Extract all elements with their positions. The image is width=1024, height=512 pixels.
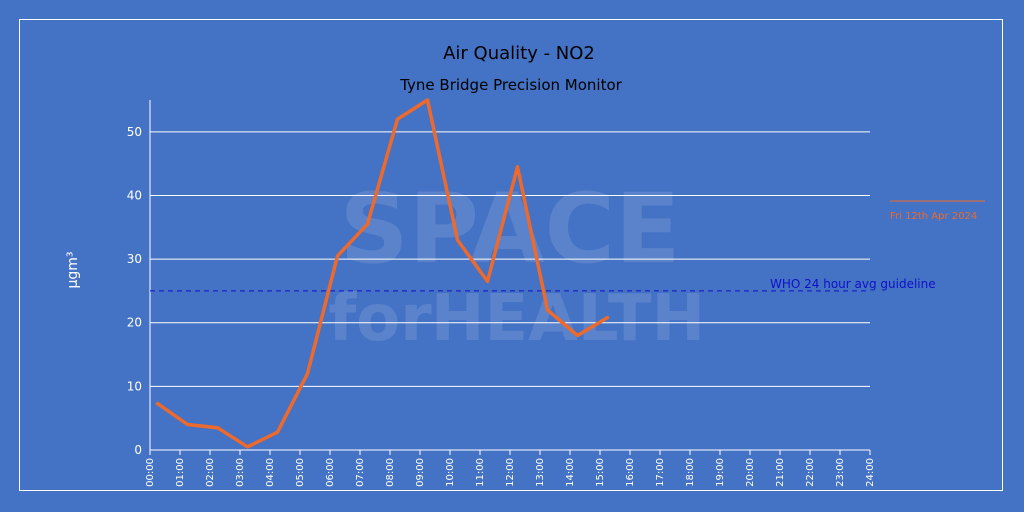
x-tick-label: 18:00	[685, 458, 696, 487]
x-tick-label: 13:00	[535, 458, 546, 487]
y-axis-label: µgm³	[65, 251, 81, 288]
x-tick-label: 15:00	[595, 458, 606, 487]
x-tick-label: 05:00	[295, 458, 306, 487]
x-tick-label: 00:00	[145, 458, 156, 487]
x-tick-label: 21:00	[775, 458, 786, 487]
x-tick-label: 17:00	[655, 458, 666, 487]
series-group	[155, 98, 610, 449]
y-tick-label: 20	[127, 316, 142, 330]
data-point	[246, 445, 249, 449]
y-tick-label: 40	[127, 188, 142, 202]
x-tick-label: 04:00	[265, 458, 276, 487]
data-point	[396, 117, 399, 121]
axes	[149, 100, 871, 455]
data-point	[216, 426, 219, 430]
x-tick-label: 19:00	[715, 458, 726, 487]
y-tick-labels: 0 10 20 30 40 50	[127, 125, 142, 457]
x-tick-label: 12:00	[505, 458, 516, 487]
y-tick-label: 50	[127, 125, 142, 139]
data-point	[276, 430, 279, 434]
data-point	[576, 333, 579, 337]
x-tick-label: 02:00	[205, 458, 216, 487]
watermark-line2b: HEALTH	[431, 282, 705, 356]
legend-entry-label: Fri 12th Apr 2024	[890, 211, 977, 222]
y-tick-label: 30	[127, 252, 142, 266]
x-tick-label: 20:00	[745, 458, 756, 487]
x-tick-label: 08:00	[385, 458, 396, 487]
x-tick-label: 11:00	[475, 458, 486, 487]
data-point	[486, 279, 489, 283]
reference-line-label: WHO 24 hour avg guideline	[770, 277, 936, 291]
x-tick-label: 03:00	[235, 458, 246, 487]
x-tick-label: 10:00	[445, 458, 456, 487]
data-point	[426, 98, 429, 102]
data-point	[186, 423, 189, 427]
x-tick-label: 23:00	[835, 458, 846, 487]
grid-lines	[150, 131, 870, 387]
x-tick-label: 22:00	[805, 458, 816, 487]
data-point	[336, 254, 339, 258]
x-tick-label: 16:00	[625, 458, 636, 487]
x-tick-labels: 00:00 01:00 02:00 03:00 04:00 05:00 06:00 07:00…	[145, 458, 876, 487]
data-point	[516, 165, 519, 169]
chart-frame	[19, 19, 1003, 491]
x-tick-label: 06:00	[325, 458, 336, 487]
x-tick-label: 09:00	[415, 458, 426, 487]
data-point	[156, 402, 159, 406]
watermark-line2a: for	[328, 282, 432, 356]
legend: Fri 12th Apr 2024	[890, 200, 985, 222]
y-tick-label: 0	[134, 443, 142, 457]
series-line	[155, 98, 610, 449]
chart-title: Air Quality - NO2	[443, 43, 595, 64]
data-point	[366, 222, 369, 226]
data-point	[306, 372, 309, 376]
watermark: SPACE for HEALTH	[328, 173, 705, 356]
x-tick-label: 14:00	[565, 458, 576, 487]
data-point	[456, 238, 459, 242]
data-point	[606, 316, 609, 320]
data-point	[546, 308, 549, 312]
x-tick-label: 24:00	[865, 458, 876, 487]
x-tick-label: 01:00	[175, 458, 186, 487]
x-tick-label: 07:00	[355, 458, 366, 487]
chart-subtitle: Tyne Bridge Precision Monitor	[399, 76, 622, 94]
y-tick-label: 10	[127, 379, 142, 393]
